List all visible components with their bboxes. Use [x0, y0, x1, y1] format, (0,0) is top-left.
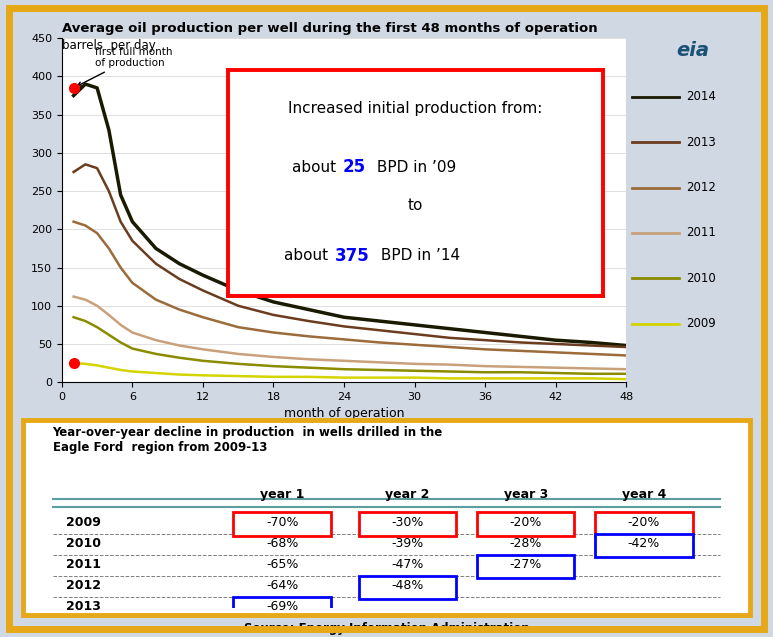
Text: year 4: year 4	[621, 488, 666, 501]
FancyBboxPatch shape	[359, 512, 456, 536]
Text: -48%: -48%	[391, 580, 424, 592]
Text: year 1: year 1	[260, 488, 305, 501]
Text: barrels  per day: barrels per day	[62, 39, 155, 52]
Text: BPD in ’14: BPD in ’14	[376, 248, 460, 263]
Text: BPD in ’09: BPD in ’09	[373, 160, 457, 175]
Text: year 3: year 3	[503, 488, 548, 501]
Text: -65%: -65%	[266, 559, 298, 571]
Text: 2013: 2013	[686, 136, 715, 148]
Text: -27%: -27%	[509, 559, 542, 571]
Text: Average oil production per well during the first 48 months of operation: Average oil production per well during t…	[62, 22, 598, 35]
Text: about: about	[284, 248, 333, 263]
FancyBboxPatch shape	[359, 576, 456, 599]
Text: -20%: -20%	[509, 517, 542, 529]
FancyBboxPatch shape	[23, 420, 750, 615]
Text: 2011: 2011	[686, 226, 716, 240]
Text: to: to	[408, 198, 423, 213]
Text: -39%: -39%	[391, 538, 424, 550]
Text: 2009: 2009	[686, 317, 715, 330]
FancyBboxPatch shape	[595, 534, 693, 557]
Text: -30%: -30%	[391, 517, 424, 529]
Text: -69%: -69%	[266, 601, 298, 613]
FancyBboxPatch shape	[477, 512, 574, 536]
Text: first full month
of production: first full month of production	[77, 47, 172, 86]
Text: Year-over-year decline in production  in wells drilled in the
Eagle Ford  region: Year-over-year decline in production in …	[53, 426, 443, 454]
FancyBboxPatch shape	[595, 512, 693, 536]
X-axis label: month of operation: month of operation	[284, 408, 404, 420]
Text: about: about	[291, 160, 341, 175]
Text: 2010: 2010	[66, 538, 101, 550]
Text: year 2: year 2	[385, 488, 430, 501]
Text: -68%: -68%	[266, 538, 298, 550]
Text: eia: eia	[676, 41, 710, 61]
FancyBboxPatch shape	[233, 512, 331, 536]
Text: Source: Energy Information Administration: Source: Energy Information Administratio…	[243, 622, 530, 635]
Text: Increased initial production from:: Increased initial production from:	[288, 101, 543, 116]
Text: -28%: -28%	[509, 538, 542, 550]
Text: 25: 25	[342, 159, 366, 176]
Text: 2010: 2010	[686, 272, 715, 285]
Text: 375: 375	[335, 247, 369, 264]
FancyBboxPatch shape	[233, 597, 331, 620]
Text: -70%: -70%	[266, 517, 298, 529]
FancyBboxPatch shape	[477, 555, 574, 578]
Text: 2012: 2012	[686, 181, 716, 194]
Text: 2011: 2011	[66, 559, 101, 571]
Text: 2012: 2012	[66, 580, 101, 592]
Text: -20%: -20%	[628, 517, 660, 529]
Text: 2013: 2013	[66, 601, 101, 613]
Text: -42%: -42%	[628, 538, 660, 550]
Text: 2009: 2009	[66, 517, 101, 529]
Text: -47%: -47%	[391, 559, 424, 571]
Text: 2014: 2014	[686, 90, 716, 103]
Text: -64%: -64%	[266, 580, 298, 592]
